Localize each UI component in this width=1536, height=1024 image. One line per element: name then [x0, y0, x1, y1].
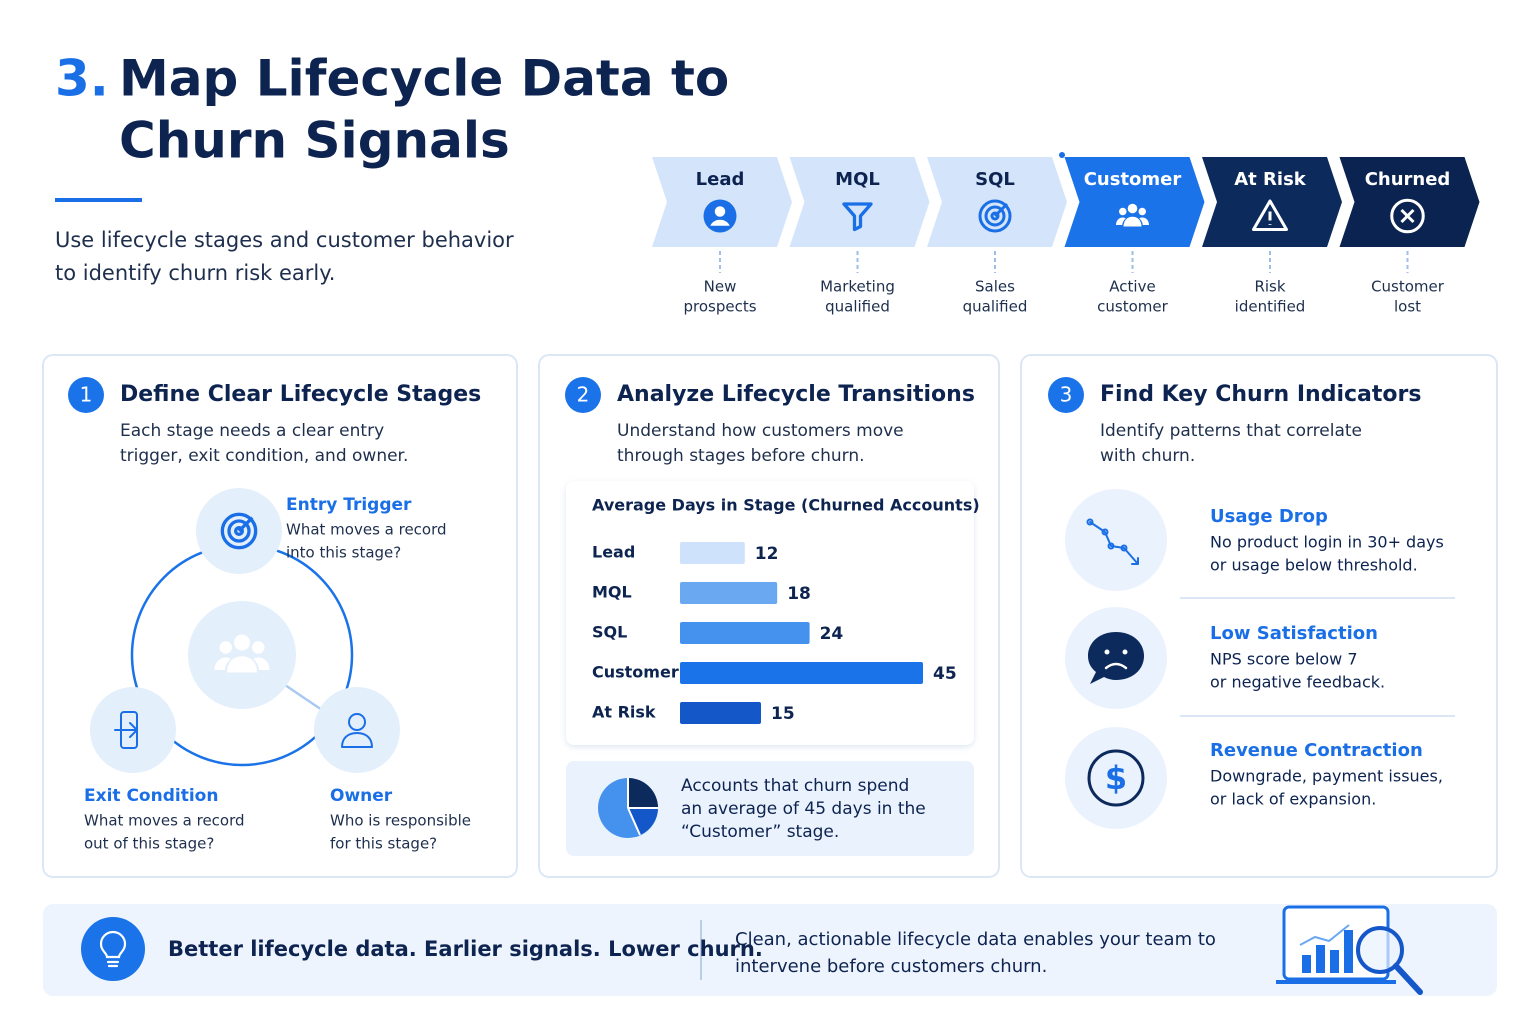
- stage-description: Active: [1109, 278, 1155, 296]
- dashboard-icon: [1276, 905, 1423, 995]
- item-title: Usage Drop: [1210, 506, 1328, 527]
- item-description: What moves a record: [286, 521, 447, 539]
- item-description: What moves a record: [84, 812, 245, 830]
- item-title: Owner: [330, 786, 393, 806]
- item-description: or lack of expansion.: [1210, 790, 1376, 809]
- category-label: MQL: [592, 583, 632, 602]
- item-description: out of this stage?: [84, 835, 214, 853]
- card-description: Identify patterns that correlate: [1100, 421, 1362, 441]
- title: Churn Signals: [119, 112, 510, 170]
- card-number: 3: [1060, 383, 1073, 407]
- dot: [1059, 152, 1065, 158]
- item-description: for this stage?: [330, 835, 437, 853]
- stage-label: At Risk: [1234, 169, 1307, 190]
- chart-title: Average Days in Stage (Churned Accounts): [592, 496, 980, 515]
- callout-text: Accounts that churn spend: [681, 776, 909, 796]
- footer-text: intervene before customers churn.: [735, 956, 1047, 977]
- card-number-badge: [68, 377, 104, 413]
- stage-description: qualified: [963, 298, 1028, 316]
- bar: [680, 702, 761, 724]
- item-title: Revenue Contraction: [1210, 740, 1423, 761]
- value-label: 12: [755, 544, 779, 564]
- stage-description: Sales: [975, 278, 1015, 296]
- value-label: 18: [787, 584, 811, 604]
- category-label: Lead: [592, 543, 635, 562]
- card-description: Understand how customers move: [617, 421, 904, 441]
- stage-description: Risk: [1254, 278, 1285, 296]
- bulb-icon: [81, 917, 145, 981]
- item-description: NPS score below 7: [1210, 650, 1358, 669]
- card-number-badge: [1048, 377, 1084, 413]
- stage-label: Lead: [696, 169, 745, 190]
- title-number: 3.: [55, 50, 109, 108]
- subtitle: Use lifecycle stages and customer behavi…: [55, 228, 514, 252]
- subtitle: to identify churn risk early.: [55, 261, 335, 285]
- bulb-icon: [99, 930, 127, 968]
- stage-diagram: [90, 488, 400, 773]
- stage-chevron: [1064, 157, 1205, 247]
- stage-label: SQL: [975, 169, 1015, 190]
- stage-description: prospects: [683, 298, 756, 316]
- category-label: Customer: [592, 663, 679, 682]
- title: Map Lifecycle Data to: [119, 50, 729, 108]
- card-description: with churn.: [1100, 446, 1195, 466]
- stage-label: MQL: [835, 169, 880, 190]
- pie-icon: [598, 778, 658, 838]
- footer-text: Clean, actionable lifecycle data enables…: [735, 929, 1216, 950]
- category-label: At Risk: [592, 703, 656, 722]
- card-description: through stages before churn.: [617, 446, 865, 466]
- stage-icon: [703, 199, 737, 233]
- item-description: or usage below threshold.: [1210, 556, 1418, 575]
- category-label: SQL: [592, 623, 627, 642]
- item-description: or negative feedback.: [1210, 673, 1385, 692]
- card-number-badge: [565, 377, 601, 413]
- stage-description: lost: [1394, 298, 1421, 316]
- card-title: Analyze Lifecycle Transitions: [617, 382, 975, 407]
- item-title: Entry Trigger: [286, 495, 412, 515]
- value-label: 24: [820, 624, 844, 644]
- stage-label: Customer: [1084, 169, 1182, 190]
- indicator-icons: $: [1065, 489, 1455, 829]
- stage-description: qualified: [825, 298, 890, 316]
- card-description: trigger, exit condition, and owner.: [120, 446, 408, 466]
- stage-description: Marketing: [820, 278, 895, 296]
- bar: [680, 542, 745, 564]
- value-label: 45: [933, 664, 957, 684]
- item-description: Who is responsible: [330, 812, 471, 830]
- stage-icon: [978, 199, 1012, 233]
- footer-bar: [43, 904, 1497, 996]
- item-title: Exit Condition: [84, 786, 218, 806]
- stage-description: New: [704, 278, 737, 296]
- bar: [680, 662, 923, 684]
- stage-description: Customer: [1371, 278, 1445, 296]
- item-description: into this stage?: [286, 544, 401, 562]
- callout-text: “Customer” stage.: [681, 822, 839, 842]
- svg-text:$: $: [1105, 759, 1127, 797]
- footer-headline: Better lifecycle data. Earlier signals. …: [168, 937, 763, 961]
- callout: [566, 761, 974, 856]
- item-description: Downgrade, payment issues,: [1210, 767, 1443, 786]
- item-title: Low Satisfaction: [1210, 623, 1378, 644]
- card-description: Each stage needs a clear entry: [120, 421, 384, 441]
- card-title: Define Clear Lifecycle Stages: [120, 382, 481, 407]
- card-number: 2: [577, 383, 590, 407]
- stage-label: Churned: [1365, 169, 1451, 190]
- stage-chevron: [789, 157, 930, 247]
- bar: [680, 622, 810, 644]
- card-title: Find Key Churn Indicators: [1100, 382, 1421, 407]
- card-number: 1: [80, 383, 93, 407]
- stage-description: customer: [1097, 298, 1168, 316]
- stage-chevron: [1339, 157, 1480, 247]
- value-label: 15: [771, 704, 795, 724]
- stage-description: identified: [1235, 298, 1306, 316]
- item-description: No product login in 30+ days: [1210, 533, 1444, 552]
- callout-text: an average of 45 days in the: [681, 799, 926, 819]
- bar: [680, 582, 778, 604]
